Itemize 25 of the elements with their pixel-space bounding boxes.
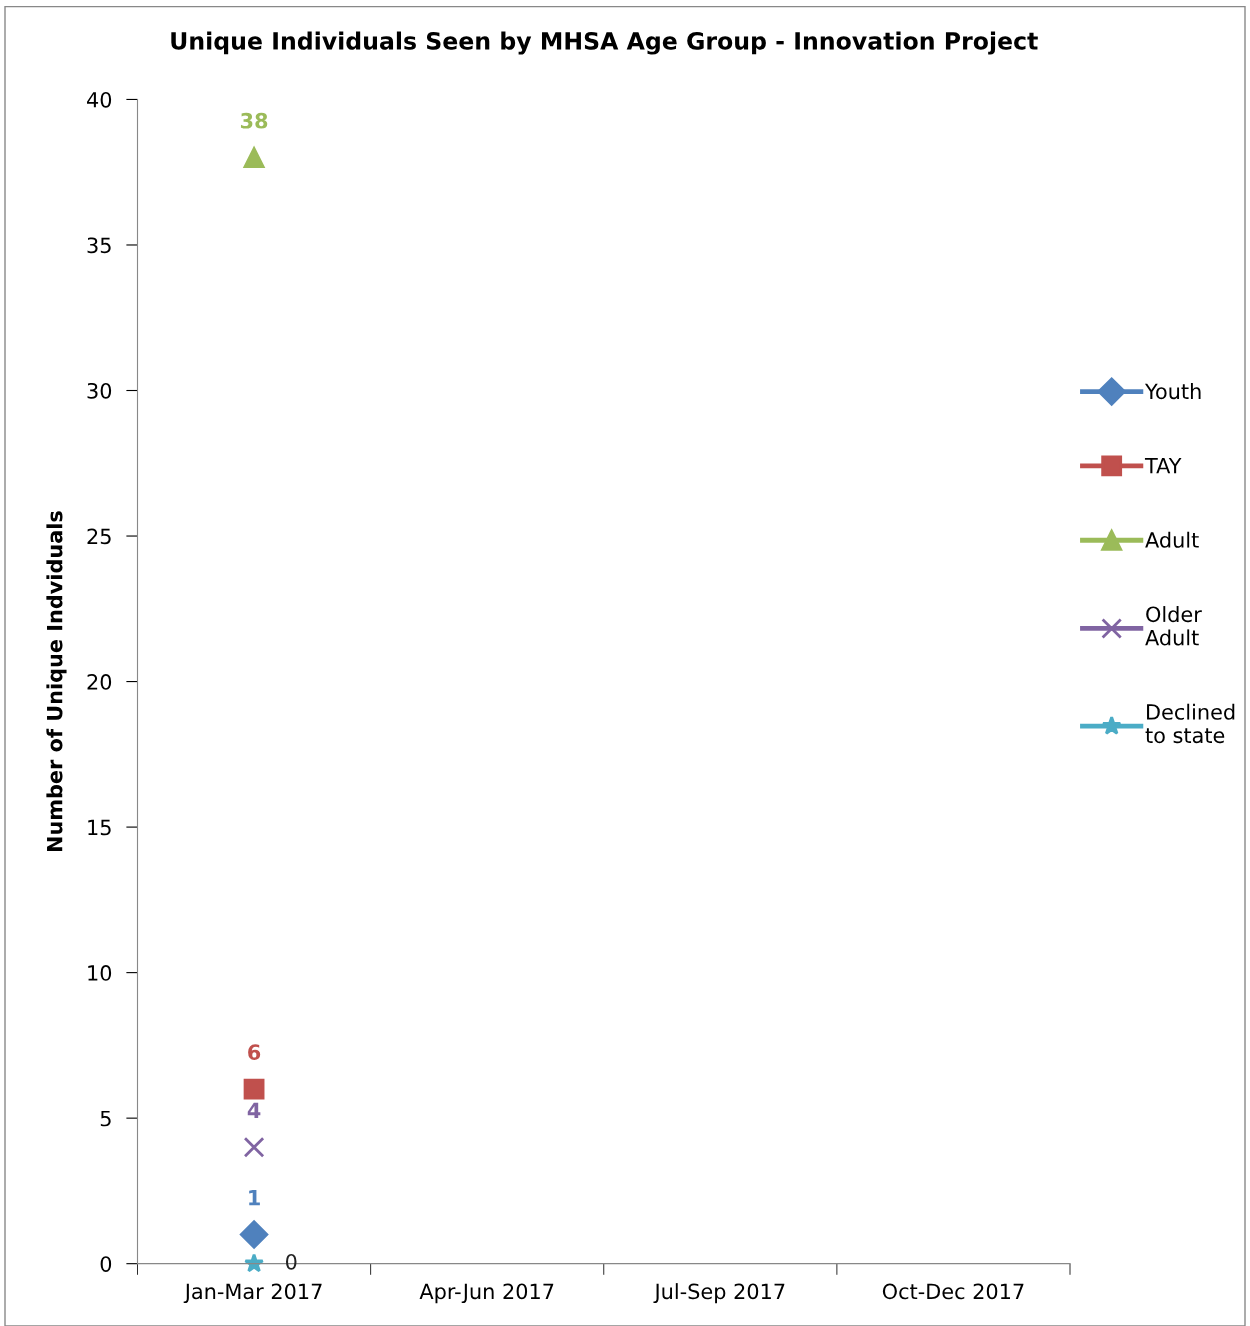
y-tick-label: 25 — [87, 528, 111, 545]
legend-label: Youth — [1144, 383, 1201, 400]
chart-title: Unique Individuals Seen by MHSA Age Group - Innovation Project — [171, 31, 1038, 55]
y-tick-label: 0 — [100, 1256, 112, 1272]
y-tick-label: 40 — [87, 91, 112, 108]
data-label: 0 — [285, 1253, 297, 1270]
x-tick-label: Jan-Mar 2017 — [183, 1283, 322, 1304]
data-label: 38 — [240, 112, 268, 129]
data-label: 4 — [247, 1102, 261, 1118]
data-label: 1 — [249, 1190, 260, 1206]
legend-label: Adult — [1145, 531, 1199, 548]
y-tick-label: 5 — [100, 1110, 111, 1127]
legend-label: Declined to state — [1145, 703, 1235, 744]
data-label: 6 — [248, 1044, 261, 1061]
legend-label: Older Adult — [1145, 606, 1202, 646]
x-tick-label: Jul-Sep 2017 — [653, 1283, 785, 1304]
x-tick-label: Apr-Jun 2017 — [419, 1283, 554, 1304]
y-tick-label: 20 — [87, 674, 112, 690]
x-tick-label: Oct-Dec 2017 — [882, 1283, 1024, 1300]
y-tick-label: 15 — [88, 819, 111, 836]
y-tick-label: 30 — [87, 382, 112, 399]
y-axis-title: Number of Unique Indviduals — [46, 511, 67, 852]
y-tick-label: 10 — [88, 965, 112, 981]
y-tick-label: 35 — [87, 237, 111, 254]
legend-label: TAY — [1144, 458, 1182, 474]
